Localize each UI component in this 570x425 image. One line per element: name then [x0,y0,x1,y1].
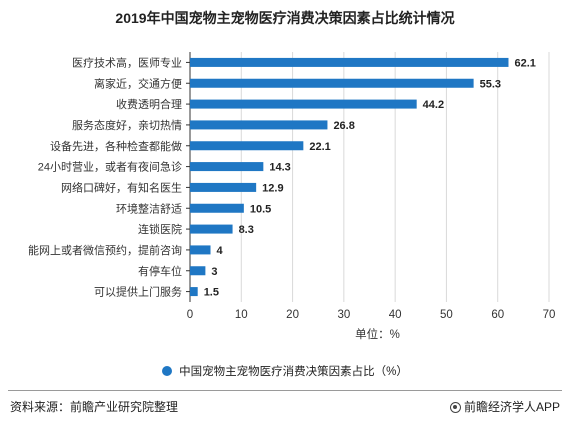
value-label: 1.5 [204,287,219,299]
brand-credit: 前瞻经济学人APP [449,398,560,415]
category-label: 设备先进，各种检查都能做 [50,139,182,153]
category-label: 连锁医院 [138,222,182,236]
bar [190,78,474,88]
x-tick-label: 10 [235,309,248,321]
category-label: 环境整洁舒适 [116,201,182,215]
value-label: 10.5 [250,203,271,215]
value-label: 44.2 [423,99,444,111]
value-label: 26.8 [333,120,354,132]
category-label: 能网上或者微信预约，提前咨询 [28,243,182,257]
x-axis-label: 单位：% [355,327,400,341]
category-label: 收费透明合理 [116,97,182,111]
bar [190,141,304,151]
value-label: 3 [211,266,217,278]
chart-title: 2019年中国宠物主宠物医疗消费决策因素占比统计情况 [115,10,455,26]
x-tick-label: 50 [440,309,453,321]
bar [190,182,257,192]
category-label: 离家近，交通方便 [94,76,182,90]
x-tick-label: 0 [187,309,193,321]
value-label: 62.1 [514,57,535,69]
bar [190,287,198,297]
value-label: 14.3 [269,162,290,174]
bar [190,203,244,213]
source-note: 资料来源：前瞻产业研究院整理 [10,400,179,414]
legend-label: 中国宠物主宠物医疗消费决策因素占比（%） [179,366,408,378]
value-label: 8.3 [239,224,254,236]
category-label: 可以提供上门服务 [94,285,182,299]
value-label: 55.3 [480,78,501,90]
category-label: 医疗技术高，医师专业 [72,55,182,69]
x-tick-label: 40 [389,309,402,321]
category-label: 网络口碑好，有知名医生 [61,180,182,194]
value-label: 22.1 [309,141,330,153]
category-label: 服务态度好，亲切热情 [72,118,182,132]
value-label: 12.9 [262,182,283,194]
bar [190,224,233,234]
legend: 中国宠物主宠物医疗消费决策因素占比（%） [0,363,570,379]
x-tick-label: 20 [286,309,299,321]
x-tick-label: 60 [491,309,504,321]
footer-divider [8,390,562,391]
bar [190,162,264,172]
brand-logo-icon [449,402,461,413]
x-tick-label: 30 [337,309,350,321]
category-label: 24小时营业，或者有夜间急诊 [38,160,182,174]
category-label: 有停车位 [138,264,182,278]
bar [190,57,509,67]
x-tick-label: 70 [543,309,556,321]
bar [190,266,206,276]
brand-name: 前瞻经济学人APP [463,400,560,414]
bar [190,120,328,130]
value-label: 4 [217,245,224,257]
bar [190,99,417,109]
legend-marker [162,366,173,376]
bar [190,245,211,255]
